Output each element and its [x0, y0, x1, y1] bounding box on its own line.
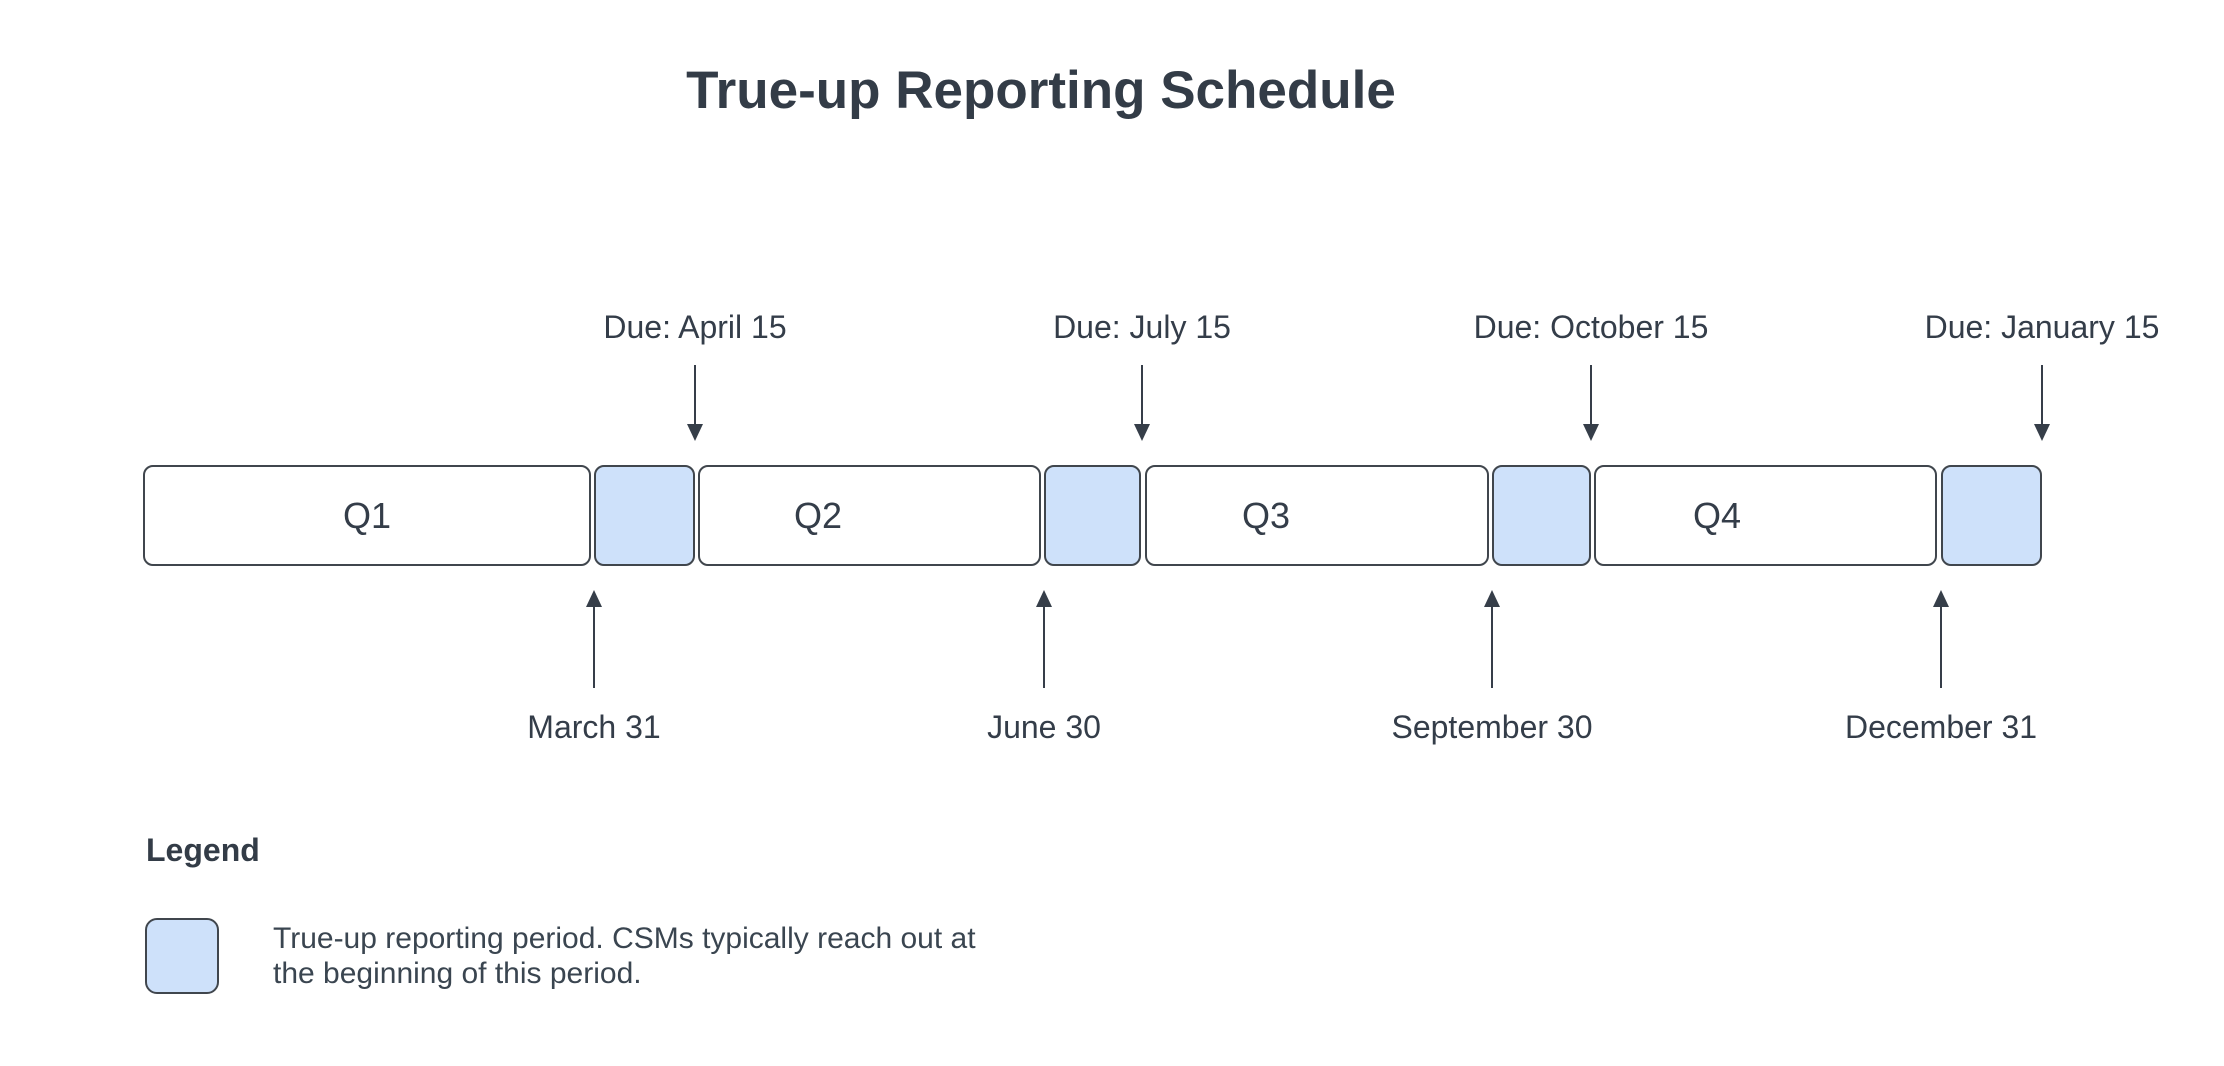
- legend-text: True-up reporting period. CSMs typically…: [273, 921, 976, 991]
- due-date-arrowhead-icon: [1134, 424, 1150, 441]
- legend-swatch-trueup-period: [145, 918, 219, 994]
- quarter-end-arrow-icon: [1940, 607, 1942, 688]
- due-date-arrowhead-icon: [1583, 424, 1599, 441]
- due-date-arrowhead-icon: [2034, 424, 2050, 441]
- legend-text-line: True-up reporting period. CSMs typically…: [273, 922, 976, 955]
- due-date-label: Due: April 15: [603, 309, 787, 345]
- quarter-end-label: September 30: [1391, 709, 1593, 745]
- trueup-period-box: [1492, 465, 1591, 566]
- due-date-label: Due: July 15: [1053, 309, 1231, 345]
- quarter-end-arrow-icon: [1491, 607, 1493, 688]
- trueup-period-box: [594, 465, 695, 566]
- quarter-end-arrowhead-icon: [1036, 590, 1052, 607]
- quarter-box: [1145, 465, 1489, 566]
- due-date-label: Due: January 15: [1924, 309, 2160, 345]
- due-date-arrowhead-icon: [687, 424, 703, 441]
- quarter-end-arrow-icon: [593, 607, 595, 688]
- quarter-end-arrowhead-icon: [586, 590, 602, 607]
- due-date-arrow-icon: [1590, 365, 1592, 424]
- page-title: True-up Reporting Schedule: [686, 61, 1396, 120]
- due-date-label: Due: October 15: [1473, 309, 1709, 345]
- trueup-period-box: [1044, 465, 1141, 566]
- quarter-box: [143, 465, 591, 566]
- legend-text-line: the beginning of this period.: [273, 957, 642, 990]
- quarter-label: Q2: [793, 495, 843, 536]
- quarter-end-arrowhead-icon: [1933, 590, 1949, 607]
- legend-heading: Legend: [146, 832, 260, 868]
- quarter-end-arrow-icon: [1043, 607, 1045, 688]
- trueup-period-box: [1941, 465, 2042, 566]
- due-date-arrow-icon: [694, 365, 696, 424]
- quarter-label: Q4: [1692, 495, 1742, 536]
- due-date-arrow-icon: [1141, 365, 1143, 424]
- quarter-label: Q1: [342, 495, 392, 536]
- due-date-arrow-icon: [2041, 365, 2043, 424]
- quarter-end-label: June 30: [987, 709, 1101, 745]
- quarter-box: [698, 465, 1041, 566]
- quarter-end-label: March 31: [527, 709, 661, 745]
- quarter-label: Q3: [1241, 495, 1291, 536]
- quarter-end-label: December 31: [1844, 709, 2038, 745]
- quarter-end-arrowhead-icon: [1484, 590, 1500, 607]
- quarter-box: [1594, 465, 1937, 566]
